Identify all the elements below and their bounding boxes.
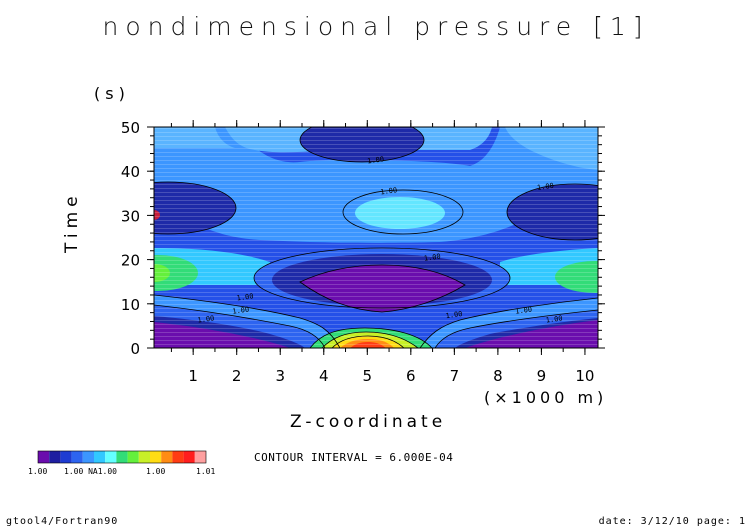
y-tick-label: 40 [121,163,140,181]
colorbar-swatch [49,451,61,463]
contour-label: 1.00 [423,252,441,262]
colorbar-label: 1.00 NA1.00 [64,467,117,476]
x-tick-label: 6 [406,367,416,385]
colorbar-swatch [94,451,106,463]
x-tick-label: 4 [319,367,329,385]
colorbar-swatch [183,451,195,463]
contour-labels-layer: 1.00 1.00 1.00 1.00 1.00 1.00 1.00 1.00 1.00 1.00 [197,155,563,324]
colorbar-swatch [38,451,50,463]
x-tick-label: 9 [537,367,547,385]
colorbar-frame [37,450,207,464]
x-tick-label: 5 [363,367,373,385]
y-tick-label: 0 [130,340,140,358]
y-axis-unit: (s) [94,84,130,103]
colorbar-swatch [116,451,128,463]
y-tick-label: 20 [121,252,140,270]
contour-label: 1.00 [545,314,563,324]
contour-label: 1.00 [380,186,398,196]
colorbar-swatch [172,451,184,463]
contour-label: 1.00 [537,182,555,192]
colorbar-swatch [150,451,162,463]
colorbar-swatch [127,451,139,463]
x-tick-label: 7 [450,367,460,385]
colorbar-swatch [138,451,150,463]
colorbar-label: 1.00 [146,467,165,476]
contour-interval-note: CONTOUR INTERVAL = 6.000E-04 [254,451,454,464]
colorbar-swatch [194,451,206,463]
plot-frame [153,126,599,349]
colorbar-swatch [82,451,94,463]
x-tick-label: 1 [188,367,198,385]
x-tick-label: 10 [575,367,594,385]
x-tick-label: 8 [493,367,503,385]
colorbar-label: 1.01 [196,467,215,476]
footer-date-page: date: 3/12/10 page: 1 [598,516,746,527]
contour-label: 1.00 [367,155,385,165]
x-axis-label: Z-coordinate [290,412,447,432]
colorbar-swatch [60,451,72,463]
x-tick-label: 3 [275,367,285,385]
colorbar-swatch [161,451,173,463]
x-tick-label: 2 [232,367,242,385]
axes-layer: 1 2 3 4 5 6 7 8 9 10 0 10 20 30 40 50 [121,119,605,385]
chart-title: nondimensional pressure [1] [102,12,650,41]
x-axis-unit: (×1000 m) [484,388,608,407]
y-tick-label: 30 [121,207,140,225]
colorbar: 1.00 1.00 NA1.00 1.00 1.01 [28,450,215,476]
colorbar-label: 1.00 [28,467,47,476]
y-tick-label: 50 [121,119,140,137]
contour-label: 1.00 [232,306,250,316]
colorbar-swatch [105,451,117,463]
contour-label: 1.00 [515,306,533,316]
y-tick-label: 10 [121,296,140,314]
colorbar-swatch [71,451,83,463]
contour-label: 1.00 [445,310,463,320]
footer-software-label: gtool4/Fortran90 [6,516,119,527]
contour-fill-layer [154,127,598,348]
contour-label: 1.00 [197,314,215,324]
contour-label: 1.00 [236,292,254,302]
